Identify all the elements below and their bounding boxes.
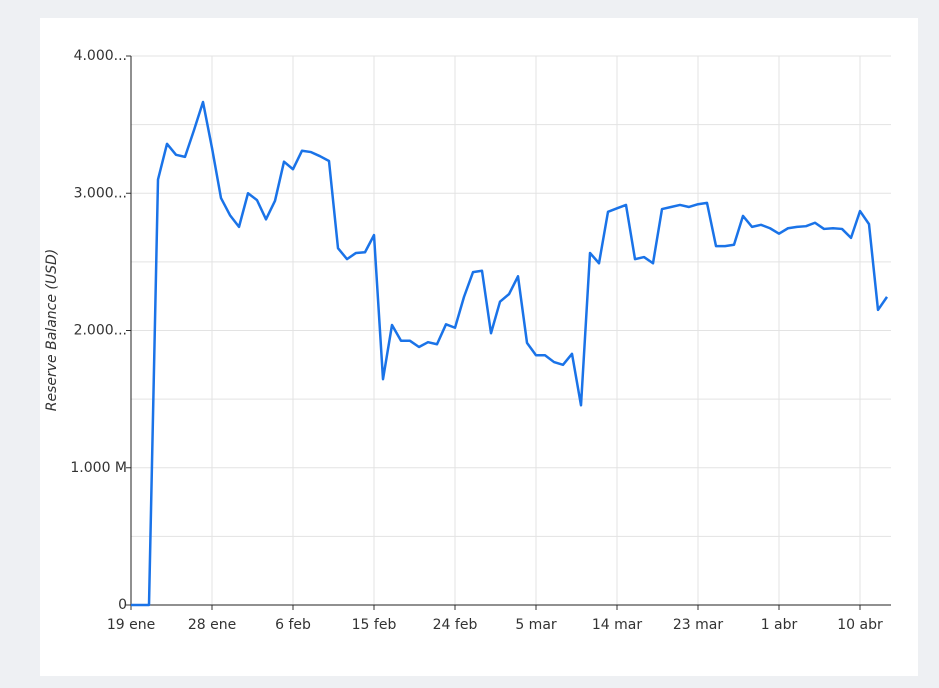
x-tick-label: 19 ene [107, 617, 155, 633]
panel [40, 18, 918, 676]
x-tick-label: 15 feb [352, 617, 397, 633]
x-tick-label: 23 mar [673, 617, 723, 633]
x-tick-label: 24 feb [433, 617, 478, 633]
x-tick-label: 10 abr [837, 617, 883, 633]
y-tick-label: 4.000... [74, 48, 127, 64]
y-tick-label: 3.000... [74, 185, 127, 201]
y-axis-label: Reserve Balance (USD) [44, 249, 60, 411]
x-tick-label: 28 ene [188, 617, 236, 633]
x-tick-label: 5 mar [515, 617, 557, 633]
x-tick-label: 1 abr [761, 617, 798, 633]
line [131, 100, 889, 607]
x-tick-label: 6 feb [275, 617, 311, 633]
x-tick-label: 14 mar [592, 617, 642, 633]
y-tick-label: 1.000 M [70, 460, 127, 476]
y-tick-label: 0 [118, 597, 127, 613]
y-tick-label: 2.000... [74, 323, 127, 339]
